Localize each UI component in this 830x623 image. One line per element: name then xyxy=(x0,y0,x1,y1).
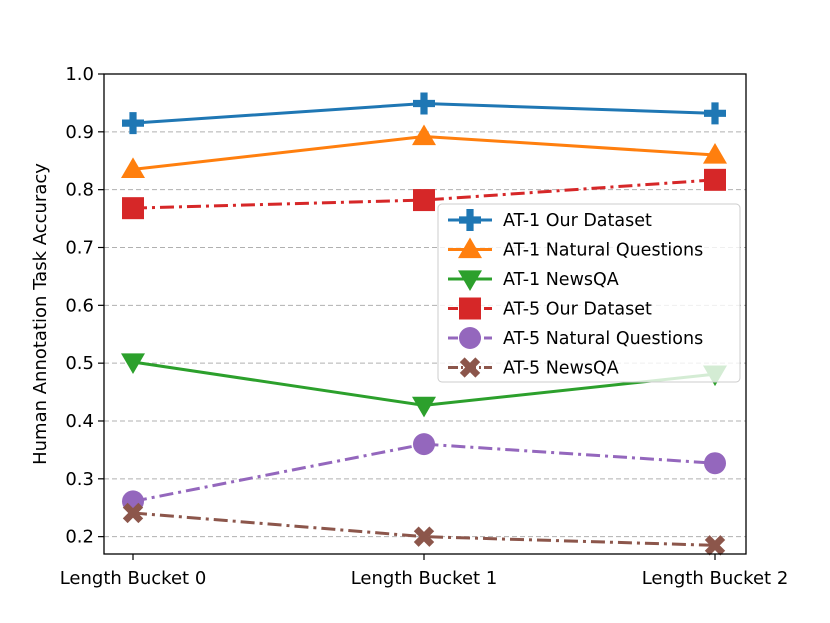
y-tick-label: 0.5 xyxy=(65,353,94,374)
legend-entry: AT-5 Natural Questions xyxy=(448,327,703,349)
data-point xyxy=(703,142,727,164)
data-point xyxy=(413,189,435,212)
legend-label: AT-1 NewsQA xyxy=(503,270,619,290)
legend-marker xyxy=(459,209,481,231)
legend: AT-1 Our Dataset AT-1 Natural Questions AT… xyxy=(437,203,741,383)
x-tick-label: Length Bucket 1 xyxy=(351,568,498,589)
series-lines xyxy=(121,92,727,556)
legend-marker xyxy=(459,357,481,378)
series-1 xyxy=(121,124,727,179)
y-tick-label: 0.2 xyxy=(65,527,94,548)
x-marker-shape xyxy=(413,526,435,547)
data-point xyxy=(413,433,435,456)
data-point xyxy=(122,112,144,135)
x-axis: Length Bucket 0 Length Bucket 1 Length Buc… xyxy=(60,554,789,589)
legend-entry: AT-1 Our Dataset xyxy=(448,209,652,231)
data-point xyxy=(412,396,436,418)
legend-marker xyxy=(459,327,481,349)
legend-entry: AT-5 NewsQA xyxy=(448,357,619,379)
y-tick-label: 0.6 xyxy=(65,295,94,316)
legend-label: AT-5 Our Dataset xyxy=(503,300,652,320)
y-tick-label: 0.4 xyxy=(65,411,94,432)
data-point xyxy=(413,526,435,547)
legend-label: AT-1 Natural Questions xyxy=(503,241,703,261)
data-point xyxy=(122,197,144,220)
legend-marker xyxy=(458,270,482,291)
data-point xyxy=(122,502,144,524)
x-marker-shape xyxy=(704,535,726,556)
legend-box xyxy=(437,203,741,383)
legend-marker xyxy=(458,237,482,259)
legend-marker xyxy=(459,297,481,320)
legend-entry: AT-5 Our Dataset xyxy=(448,297,652,320)
x-marker-shape xyxy=(459,357,481,378)
series-5 xyxy=(122,502,726,556)
series-0 xyxy=(122,92,726,135)
series-line xyxy=(132,442,716,503)
data-point xyxy=(704,535,726,556)
x-tick-label: Length Bucket 0 xyxy=(60,568,207,589)
data-point xyxy=(704,168,726,191)
legend-entry: AT-1 NewsQA xyxy=(448,270,619,291)
x-marker-shape xyxy=(122,502,144,524)
data-point xyxy=(121,353,145,374)
y-axis-label: Human Annotation Task Accuracy xyxy=(30,163,51,465)
legend-label: AT-1 Our Dataset xyxy=(503,211,652,231)
series-3 xyxy=(122,168,726,220)
legend-entry: AT-1 Natural Questions xyxy=(448,237,703,261)
legend-label: AT-5 NewsQA xyxy=(503,359,619,379)
plot-frame xyxy=(103,73,747,555)
y-tick-label: 1.0 xyxy=(65,64,94,85)
data-point xyxy=(413,92,435,115)
data-point xyxy=(121,157,145,179)
y-axis: 0.2 0.3 0.4 0.5 0.6 0.7 0.8 0.9 1.0 xyxy=(65,64,104,548)
data-point xyxy=(704,452,726,475)
series-4 xyxy=(122,433,726,513)
data-point xyxy=(412,124,436,146)
data-point xyxy=(704,102,726,125)
x-tick-label: Length Bucket 2 xyxy=(642,568,789,589)
y-tick-label: 0.3 xyxy=(65,469,94,490)
y-tick-label: 0.9 xyxy=(65,122,94,143)
y-tick-label: 0.8 xyxy=(65,180,94,201)
y-tick-label: 0.7 xyxy=(65,237,94,258)
legend-label: AT-5 Natural Questions xyxy=(503,329,703,349)
